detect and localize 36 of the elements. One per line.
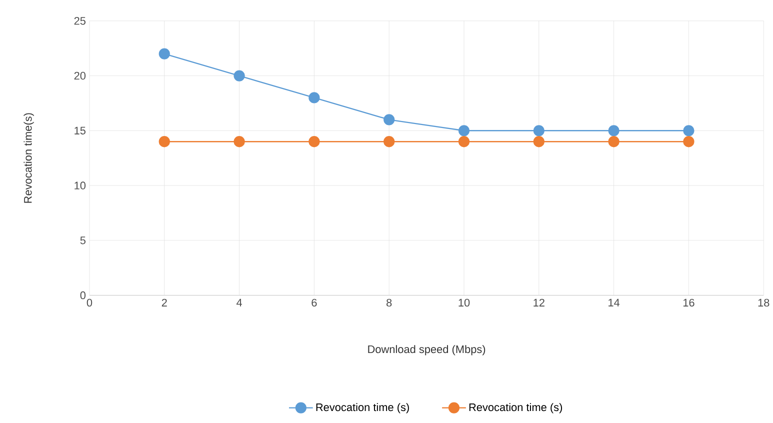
y-tick-label: 0	[80, 292, 86, 300]
x-tick-label: 2	[162, 299, 167, 307]
point	[458, 136, 470, 148]
point	[308, 136, 320, 148]
x-tick-label: 16	[683, 299, 694, 307]
point	[608, 125, 620, 136]
point	[533, 136, 544, 148]
x-tick-label: 0	[86, 299, 92, 307]
x-tick-label: 18	[758, 299, 770, 307]
point	[234, 136, 245, 148]
legend-label: Revocation time (s)	[316, 403, 409, 414]
x-tick-label: 14	[608, 299, 620, 307]
point	[158, 48, 170, 60]
x-tick-label: 6	[312, 299, 317, 307]
point	[384, 114, 395, 126]
y-tick-label: 10	[74, 182, 86, 190]
y-tick-label: 5	[80, 236, 86, 244]
point	[234, 70, 245, 82]
x-tick-label: 12	[534, 299, 544, 307]
y-tick-label: 20	[74, 72, 86, 80]
x-tick-label: 8	[386, 299, 392, 307]
point	[158, 136, 170, 148]
point	[533, 125, 544, 136]
y-axis-title: Revocation time(s)	[24, 113, 34, 203]
point	[384, 136, 395, 148]
x-axis-title: Download speed (Mbps)	[368, 345, 486, 356]
legend-label: Revocation time (s)	[469, 403, 562, 414]
point	[308, 92, 320, 104]
point	[683, 125, 694, 136]
x-tick-label: 4	[236, 299, 242, 307]
point	[608, 136, 620, 148]
point	[683, 136, 694, 148]
point	[458, 125, 470, 136]
x-tick-label: 10	[458, 299, 470, 307]
y-tick-label: 25	[74, 17, 86, 25]
y-tick-label: 15	[74, 127, 86, 135]
